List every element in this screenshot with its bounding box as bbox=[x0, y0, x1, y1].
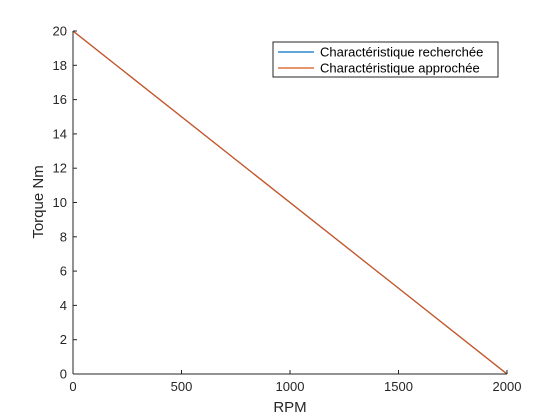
y-tick-label: 18 bbox=[53, 58, 67, 73]
x-tick-label: 2000 bbox=[493, 379, 522, 394]
x-tick-label: 500 bbox=[171, 379, 193, 394]
y-tick-label: 14 bbox=[53, 126, 67, 141]
legend-label-2: Charactéristique approchée bbox=[320, 61, 480, 76]
x-tick-label: 1500 bbox=[384, 379, 413, 394]
legend: Charactéristique recherchéeCharactéristi… bbox=[272, 41, 499, 78]
legend-label-1: Charactéristique recherchée bbox=[320, 45, 483, 60]
legend-box bbox=[272, 41, 499, 78]
y-tick-label: 8 bbox=[60, 229, 67, 244]
y-tick-label: 2 bbox=[60, 332, 67, 347]
x-axis-title: RPM bbox=[273, 399, 306, 416]
y-tick-label: 16 bbox=[53, 92, 67, 107]
x-ticks: 0 500 1000 1500 2000 bbox=[69, 370, 521, 394]
y-tick-label: 0 bbox=[60, 367, 67, 382]
y-tick-label: 4 bbox=[60, 298, 67, 313]
y-tick-label: 10 bbox=[53, 195, 67, 210]
series-layer bbox=[72, 30, 508, 375]
y-tick-label: 6 bbox=[60, 264, 67, 279]
x-tick-label: 1000 bbox=[276, 379, 305, 394]
x-tick-label: 0 bbox=[69, 379, 76, 394]
series-line-2 bbox=[72, 30, 508, 375]
y-axis-title: Torque Nm bbox=[30, 165, 47, 238]
y-ticks: 0 2 4 6 8 10 12 14 16 18 20 bbox=[53, 24, 77, 382]
y-tick-label: 20 bbox=[53, 24, 67, 39]
y-tick-label: 12 bbox=[53, 161, 67, 176]
